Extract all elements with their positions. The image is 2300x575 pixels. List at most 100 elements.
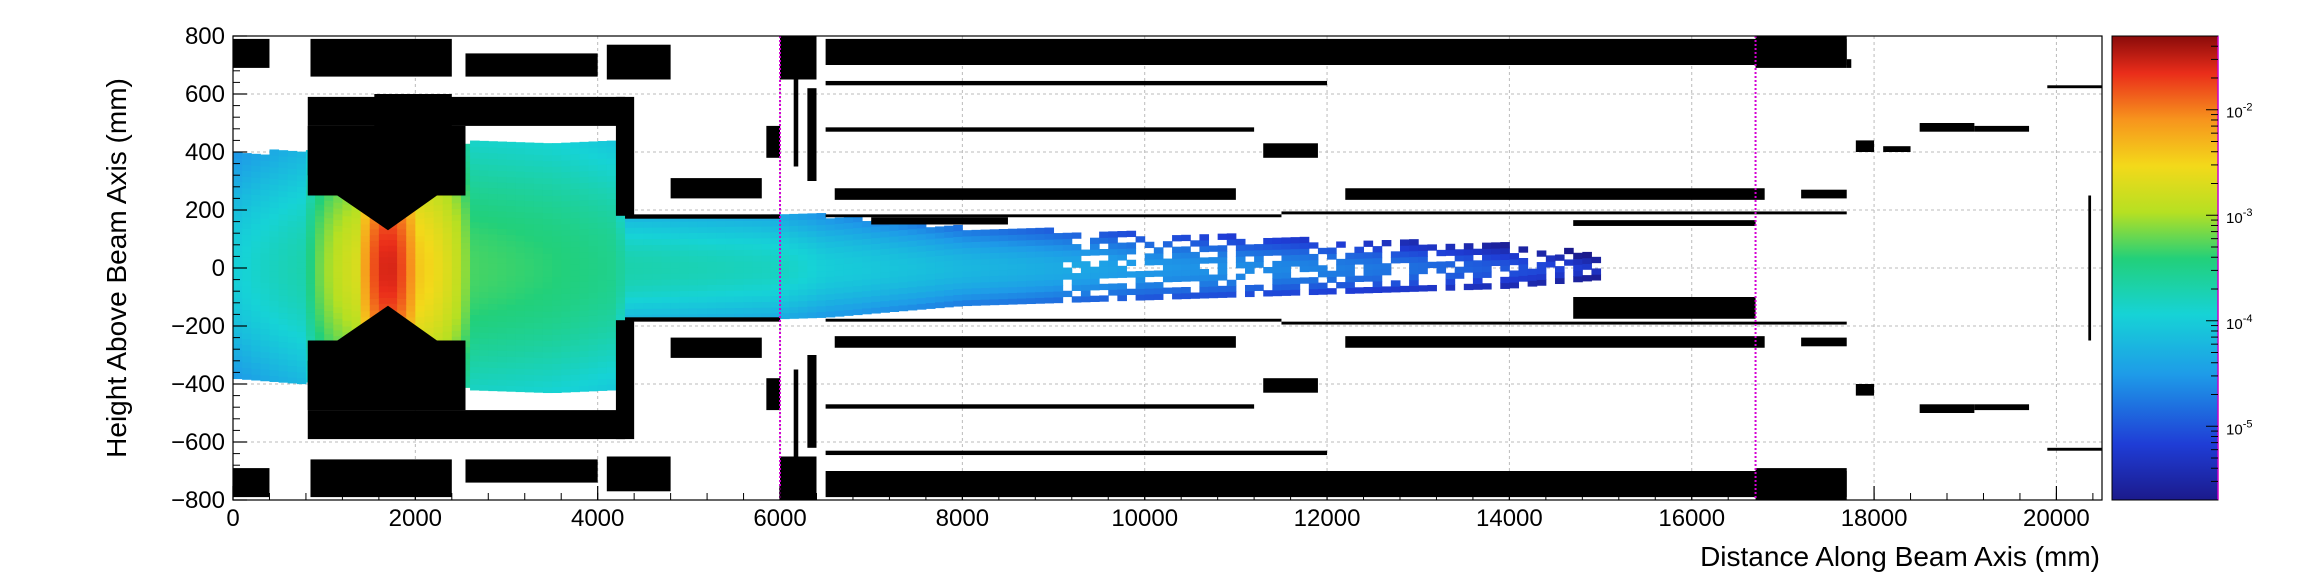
density-cell [269,346,280,353]
density-cell [679,226,690,234]
density-cell [625,227,635,234]
density-cell [1181,292,1191,300]
density-cell [424,321,435,328]
density-cell [579,176,590,183]
density-cell [315,268,325,275]
density-cell [351,316,362,323]
density-cell [1162,258,1173,265]
density-cell [1017,228,1027,235]
density-cell [661,267,672,274]
density-cell [661,221,672,228]
density-cell [515,339,526,346]
density-cell [998,298,1009,305]
density-cell [1172,246,1182,253]
structure-block [1281,321,1847,325]
density-cell [242,327,252,334]
density-cell [1117,265,1127,273]
density-cell [734,226,745,233]
density-cell [251,281,261,288]
density-cell [634,256,644,263]
density-cell [406,264,416,271]
density-cell [533,195,544,202]
density-cell [561,357,571,364]
structure-block [1974,125,2030,132]
density-cell [296,186,307,193]
density-cell [470,360,480,368]
density-cell [479,245,489,252]
density-cell [670,267,681,274]
x-axis-label: Distance Along Beam Axis (mm) [1700,541,2100,572]
density-cell [1035,251,1045,258]
density-cell [305,219,316,226]
density-cell [570,217,580,224]
density-cell [506,269,517,276]
density-cell [1308,288,1319,296]
density-cell [1372,257,1383,265]
density-cell [406,311,416,318]
density-cell [524,246,535,254]
density-cell [242,332,252,340]
density-cell [752,284,763,291]
density-cell [287,162,298,169]
density-cell [251,275,261,282]
density-cell [862,238,872,245]
density-cell [816,253,827,260]
density-cell [579,246,590,253]
density-cell [369,275,380,282]
density-cell [260,316,270,324]
structure-block [1801,189,1847,199]
density-cell [1500,253,1510,260]
density-cell [296,273,307,280]
density-cell [1500,242,1510,249]
density-cell [515,281,526,288]
density-cell [798,242,808,249]
density-cell [570,188,580,195]
density-cell [780,254,790,262]
density-cell [415,299,425,306]
density-cell [296,203,307,211]
density-cell [333,329,343,337]
density-cell [670,290,681,298]
density-cell [233,158,243,165]
density-cell [843,286,854,293]
density-cell [780,312,790,320]
density-cell [597,326,608,333]
density-cell [442,325,453,332]
density-cell [524,258,535,265]
density-cell [935,249,945,256]
density-cell [451,312,462,320]
density-cell [1363,252,1374,259]
density-cell [552,351,562,359]
density-cell [634,262,644,269]
density-cell [953,294,963,301]
density-cell [369,228,380,236]
density-cell [1026,291,1036,299]
density-cell [743,232,754,239]
density-cell [342,233,353,240]
density-cell [1007,234,1018,241]
density-cell [488,361,498,368]
density-cell [533,183,544,190]
density-cell [916,285,927,293]
density-cell [570,148,580,155]
density-cell [907,257,918,265]
density-cell [415,206,425,213]
density-cell [533,247,544,254]
density-cell [470,192,480,200]
density-cell [843,239,854,247]
density-cell [652,273,663,280]
density-cell [561,276,571,283]
density-cell [1582,263,1592,270]
density-cell [1017,245,1027,253]
y-tick-label: −800 [171,487,225,514]
density-cell [1017,280,1027,287]
density-cell [369,223,380,230]
density-cell [652,221,663,228]
density-cell [1080,295,1091,303]
density-cell [1172,235,1182,242]
density-cell [242,193,252,200]
density-cell [278,306,289,314]
density-cell [1390,257,1401,264]
structure-block [307,410,626,440]
density-cell [260,311,270,318]
